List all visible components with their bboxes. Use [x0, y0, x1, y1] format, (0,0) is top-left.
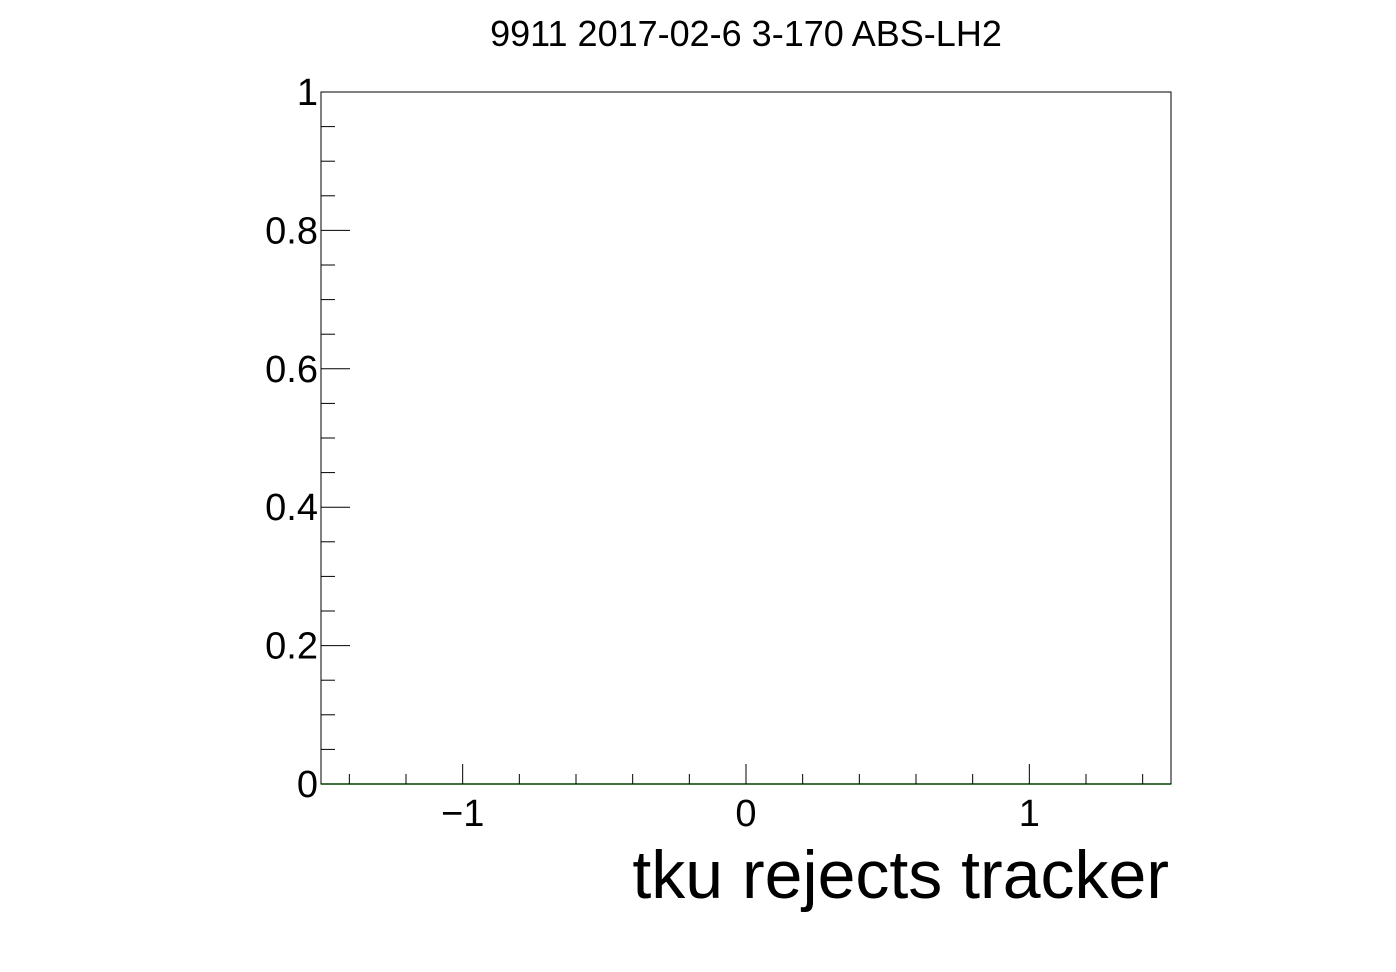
x-axis-ticks — [348, 764, 1144, 784]
y-tick-label: 1 — [297, 72, 318, 114]
y-axis-ticks — [321, 91, 350, 785]
y-tick-label: 0 — [297, 764, 318, 806]
x-tick-label: 1 — [1019, 793, 1040, 835]
y-tick-label: 0.8 — [265, 210, 318, 252]
x-axis-tick-labels: −1 0 1 — [441, 793, 1040, 835]
x-tick-label: −1 — [441, 793, 484, 835]
chart-title: 9911 2017-02-6 3-170 ABS-LH2 — [490, 13, 1002, 54]
x-tick-label: 0 — [735, 793, 756, 835]
y-axis-tick-labels: 0 0.2 0.4 0.6 0.8 1 — [265, 72, 318, 806]
y-tick-label: 0.4 — [265, 487, 318, 529]
x-axis-title: tku rejects tracker — [632, 837, 1169, 913]
y-tick-label: 0.2 — [265, 626, 318, 668]
y-tick-label: 0.6 — [265, 349, 318, 391]
plot-frame — [320, 91, 1172, 785]
